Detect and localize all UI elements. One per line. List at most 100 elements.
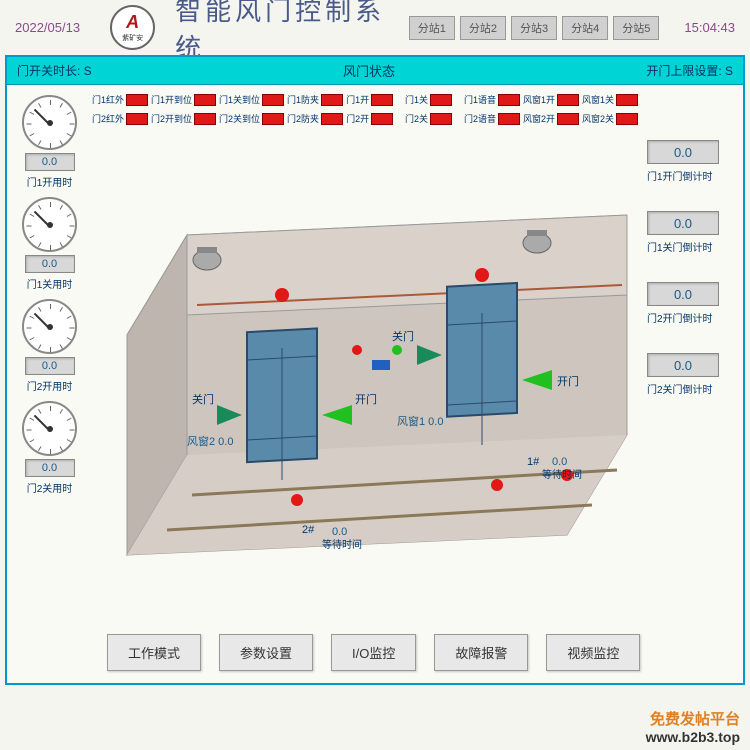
door1-close-label: 关门	[392, 329, 414, 343]
ind1-light-2	[262, 94, 284, 106]
bottom-buttons: 工作模式 参数设置 I/O监控 故障报警 视频监控	[107, 634, 640, 671]
ind1-2: 门1关到位	[219, 93, 284, 106]
gauge-2-value: 0.0	[25, 255, 75, 273]
logo: A 紫矿安	[110, 5, 155, 50]
date-display: 2022/05/13	[15, 20, 80, 35]
tunnel-diagram: 开门 关门 开门 关门 风窗1 0.0 风窗2 0.0	[97, 155, 637, 575]
right-label-4: 门2关门倒计时	[647, 381, 735, 396]
ind2-2: 门2关到位	[219, 112, 284, 125]
ind1-label-5: 门1关	[405, 93, 428, 106]
right-value-1: 0.0	[647, 140, 719, 164]
station-3-button[interactable]: 分站3	[511, 16, 557, 40]
param-set-button[interactable]: 参数设置	[219, 634, 313, 671]
ind1-light-8	[616, 94, 638, 106]
right-column: 0.0 门1开门倒计时 0.0 门1关门倒计时 0.0 门2开门倒计时 0.0 …	[647, 140, 735, 424]
ind1-light-1	[194, 94, 216, 106]
gauge-column: 0.0 门1开用时 0.0 门1关用时 0.0 门2开用时 0.0 门2关用时	[12, 95, 87, 503]
ind2-light-2	[262, 113, 284, 125]
work-mode-button[interactable]: 工作模式	[107, 634, 201, 671]
right-value-4: 0.0	[647, 353, 719, 377]
ind2-label-4: 门2开	[346, 112, 369, 125]
ind1-light-0	[126, 94, 148, 106]
ind2-3: 门2防夹	[287, 112, 343, 125]
ind1-light-7	[557, 94, 579, 106]
ind1-label-1: 门1开到位	[151, 93, 192, 106]
ind1-8: 风窗1关	[582, 93, 638, 106]
ind2-1: 门2开到位	[151, 112, 216, 125]
ind1-light-5	[430, 94, 452, 106]
logo-subtitle: 紫矿安	[122, 33, 143, 43]
ind1-6: 门1语音	[464, 93, 520, 106]
station-1-button[interactable]: 分站1	[409, 16, 455, 40]
ind2-6: 门2语音	[464, 112, 520, 125]
ind2-4: 门2开	[346, 112, 402, 125]
ind2-0: 门2红外	[92, 112, 148, 125]
ind1-label-8: 风窗1关	[582, 93, 614, 106]
gauge-2	[22, 197, 77, 252]
station-4-button[interactable]: 分站4	[562, 16, 608, 40]
ind1-0: 门1红外	[92, 93, 148, 106]
ind2-light-7	[557, 113, 579, 125]
ind2-light-0	[126, 113, 148, 125]
video-monitor-button[interactable]: 视频监控	[546, 634, 640, 671]
ind2-label-6: 门2语音	[464, 112, 496, 125]
ind1-label-3: 门1防夹	[287, 93, 319, 106]
watermark-text: 免费发帖平台	[646, 708, 740, 729]
ind1-7: 风窗1开	[523, 93, 579, 106]
ind2-light-5	[430, 113, 452, 125]
ind1-4: 门1开	[346, 93, 402, 106]
door2-close-label: 关门	[192, 392, 214, 406]
wait2-val: 0.0	[332, 526, 347, 538]
ind2-label-5: 门2关	[405, 112, 428, 125]
gauge-4	[22, 401, 77, 456]
ind2-7: 风窗2开	[523, 112, 579, 125]
io-monitor-button[interactable]: I/O监控	[331, 634, 416, 671]
station-2-button[interactable]: 分站2	[460, 16, 506, 40]
ind1-label-6: 门1语音	[464, 93, 496, 106]
ind2-5: 门2关	[405, 112, 461, 125]
gauge-4-label: 门2关用时	[12, 480, 87, 495]
window2-label: 风窗2 0.0	[187, 434, 233, 448]
ind2-label-7: 风窗2开	[523, 112, 555, 125]
station-5-button[interactable]: 分站5	[613, 16, 659, 40]
door1-open-label: 开门	[557, 374, 579, 388]
gauge-3-label: 门2开用时	[12, 378, 87, 393]
ind1-label-7: 风窗1开	[523, 93, 555, 106]
status-left: 门开关时长: S	[17, 62, 92, 79]
wait1-label: 等待时间	[542, 468, 582, 481]
main-screen: 门开关时长: S 风门状态 开门上限设置: S 0.0 门1开用时 0.0 门1…	[5, 55, 745, 685]
indicator-panel: 门1红外 门1开到位 门1关到位 门1防夹 门1开 门1关 门1语音 风窗1开 风窗1关 门2红…	[92, 93, 638, 131]
status-center: 风门状态	[92, 61, 647, 80]
ind2-label-8: 风窗2关	[582, 112, 614, 125]
station-buttons: 分站1 分站2 分站3 分站4 分站5	[409, 16, 660, 40]
ind1-3: 门1防夹	[287, 93, 343, 106]
watermark-url: www.b2b3.top	[646, 729, 740, 745]
watermark: 免费发帖平台 www.b2b3.top	[646, 708, 740, 745]
ind1-5: 门1关	[405, 93, 461, 106]
ind1-light-6	[498, 94, 520, 106]
gauge-1-label: 门1开用时	[12, 174, 87, 189]
gauge-1	[22, 95, 77, 150]
door2-open-label: 开门	[355, 392, 377, 406]
ind2-8: 风窗2关	[582, 112, 638, 125]
ind1-label-2: 门1关到位	[219, 93, 260, 106]
door1-num: 1#	[527, 456, 540, 468]
ind1-1: 门1开到位	[151, 93, 216, 106]
fault-alarm-button[interactable]: 故障报警	[434, 634, 528, 671]
door-2	[247, 328, 317, 480]
ind2-light-4	[371, 113, 393, 125]
ind1-light-4	[371, 94, 393, 106]
right-value-2: 0.0	[647, 211, 719, 235]
gauge-2-label: 门1关用时	[12, 276, 87, 291]
gauge-3-value: 0.0	[25, 357, 75, 375]
ind1-label-4: 门1开	[346, 93, 369, 106]
ind1-label-0: 门1红外	[92, 93, 124, 106]
ind2-light-3	[321, 113, 343, 125]
ind2-label-2: 门2关到位	[219, 112, 260, 125]
gauge-3	[22, 299, 77, 354]
right-label-2: 门1关门倒计时	[647, 239, 735, 254]
status-right: 开门上限设置: S	[646, 62, 733, 79]
ind2-light-8	[616, 113, 638, 125]
door2-num: 2#	[302, 524, 315, 536]
gauge-4-value: 0.0	[25, 459, 75, 477]
